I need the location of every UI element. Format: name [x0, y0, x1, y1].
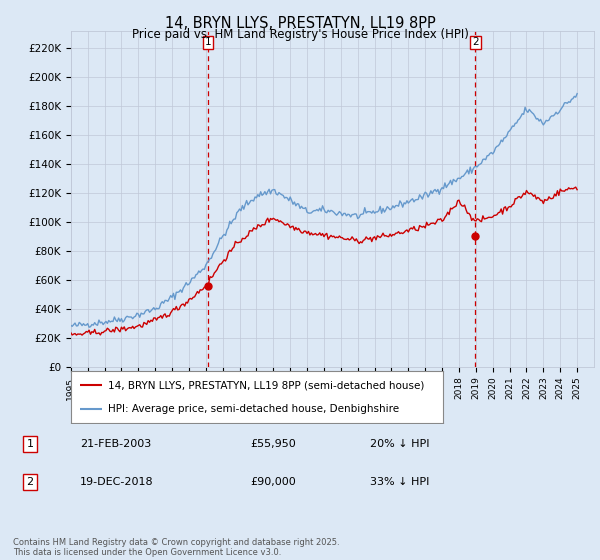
- Text: 2: 2: [472, 38, 479, 48]
- Text: £90,000: £90,000: [250, 477, 296, 487]
- Text: 1: 1: [26, 439, 34, 449]
- Text: Contains HM Land Registry data © Crown copyright and database right 2025.
This d: Contains HM Land Registry data © Crown c…: [13, 538, 340, 557]
- Text: Price paid vs. HM Land Registry's House Price Index (HPI): Price paid vs. HM Land Registry's House …: [131, 28, 469, 41]
- Text: £55,950: £55,950: [250, 439, 296, 449]
- Text: 14, BRYN LLYS, PRESTATYN, LL19 8PP: 14, BRYN LLYS, PRESTATYN, LL19 8PP: [164, 16, 436, 31]
- Text: 33% ↓ HPI: 33% ↓ HPI: [370, 477, 430, 487]
- Text: 19-DEC-2018: 19-DEC-2018: [80, 477, 154, 487]
- Text: 20% ↓ HPI: 20% ↓ HPI: [370, 439, 430, 449]
- Text: 14, BRYN LLYS, PRESTATYN, LL19 8PP (semi-detached house): 14, BRYN LLYS, PRESTATYN, LL19 8PP (semi…: [108, 380, 424, 390]
- Text: HPI: Average price, semi-detached house, Denbighshire: HPI: Average price, semi-detached house,…: [108, 404, 399, 414]
- Text: 21-FEB-2003: 21-FEB-2003: [80, 439, 151, 449]
- Text: 1: 1: [205, 38, 211, 48]
- Text: 2: 2: [26, 477, 34, 487]
